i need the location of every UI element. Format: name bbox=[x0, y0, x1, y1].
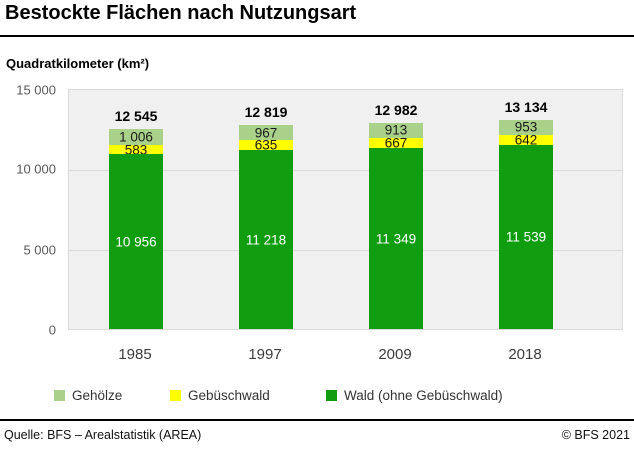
title-divider bbox=[0, 35, 634, 37]
segment-value-label: 583 bbox=[124, 142, 148, 157]
source-note: Quelle: BFS – Arealstatistik (AREA) bbox=[4, 428, 202, 442]
bar-segment-wald: 10 956 bbox=[109, 154, 163, 329]
bar-total-label: 12 819 bbox=[244, 103, 288, 120]
legend-swatch-gebueschwald bbox=[170, 389, 181, 401]
bar-segment-gehoelze: 967 bbox=[239, 124, 293, 141]
bar-group-2018: 13 134 953 642 11 539 bbox=[499, 99, 553, 329]
bar-segment-wald: 11 218 bbox=[239, 150, 293, 329]
xtick-2009: 2009 bbox=[378, 346, 412, 363]
legend-item-gebueschwald: Gebüschwald bbox=[170, 387, 270, 403]
bar-total-label: 12 982 bbox=[374, 102, 418, 119]
segment-value-label: 635 bbox=[254, 137, 278, 153]
legend-label: Gehölze bbox=[72, 387, 123, 403]
ytick-0: 0 bbox=[48, 322, 56, 338]
legend-item-gehoelze: Gehölze bbox=[54, 387, 122, 403]
y-axis-unit-label: Quadratkilometer (km²) bbox=[6, 56, 150, 71]
bar-segment-gebueschwald: 583 bbox=[109, 143, 163, 156]
legend-label: Gebüschwald bbox=[188, 387, 270, 403]
ytick-10000: 10 000 bbox=[16, 161, 56, 177]
page-title: Bestockte Flächen nach Nutzungsart bbox=[5, 2, 357, 24]
segment-value-label: 1 006 bbox=[119, 129, 153, 145]
bar-group-2009: 12 982 913 667 11 349 bbox=[369, 102, 423, 329]
bar-segment-wald: 11 539 bbox=[499, 145, 553, 329]
plot-area: 12 545 1 006 583 10 956 12 819 967 635 1… bbox=[68, 89, 623, 330]
legend-item-wald: Wald (ohne Gebüschwald) bbox=[326, 387, 503, 403]
segment-value-label: 10 956 bbox=[115, 233, 157, 249]
segment-value-label: 642 bbox=[514, 132, 538, 148]
gridline-10000 bbox=[69, 170, 622, 171]
segment-value-label: 667 bbox=[384, 135, 408, 151]
copyright-note: © BFS 2021 bbox=[561, 428, 630, 442]
gridline-5000 bbox=[69, 250, 622, 251]
bar-segment-gehoelze: 1 006 bbox=[109, 129, 163, 146]
footer: Quelle: BFS – Arealstatistik (AREA) © BF… bbox=[4, 428, 630, 442]
segment-value-label: 11 218 bbox=[245, 231, 287, 247]
bar-segment-gebueschwald: 635 bbox=[239, 139, 293, 152]
legend-swatch-gehoelze bbox=[54, 389, 65, 401]
segment-value-label: 967 bbox=[254, 124, 278, 140]
bar-total-label: 12 545 bbox=[114, 108, 158, 125]
bar-segment-gebueschwald: 642 bbox=[499, 133, 553, 146]
segment-value-label: 953 bbox=[514, 119, 538, 135]
segment-value-label: 11 349 bbox=[375, 230, 417, 246]
xtick-2018: 2018 bbox=[508, 346, 542, 363]
segment-value-label: 11 539 bbox=[505, 229, 547, 245]
bar-segment-wald: 11 349 bbox=[369, 148, 423, 329]
xtick-1997: 1997 bbox=[248, 346, 282, 363]
bar-total-label: 13 134 bbox=[504, 98, 548, 115]
bar-segment-gebueschwald: 667 bbox=[369, 136, 423, 149]
bar-segment-gehoelze: 953 bbox=[499, 119, 553, 135]
footer-divider bbox=[0, 419, 634, 421]
legend-label: Wald (ohne Gebüschwald) bbox=[344, 387, 503, 403]
legend-swatch-wald bbox=[326, 389, 337, 401]
ytick-5000: 5 000 bbox=[23, 242, 56, 258]
segment-value-label: 913 bbox=[384, 122, 408, 138]
xtick-1985: 1985 bbox=[118, 346, 152, 363]
bar-segment-gehoelze: 913 bbox=[369, 123, 423, 138]
bar-group-1997: 12 819 967 635 11 218 bbox=[239, 104, 293, 329]
ytick-15000: 15 000 bbox=[16, 82, 56, 98]
bar-group-1985: 12 545 1 006 583 10 956 bbox=[109, 108, 163, 329]
